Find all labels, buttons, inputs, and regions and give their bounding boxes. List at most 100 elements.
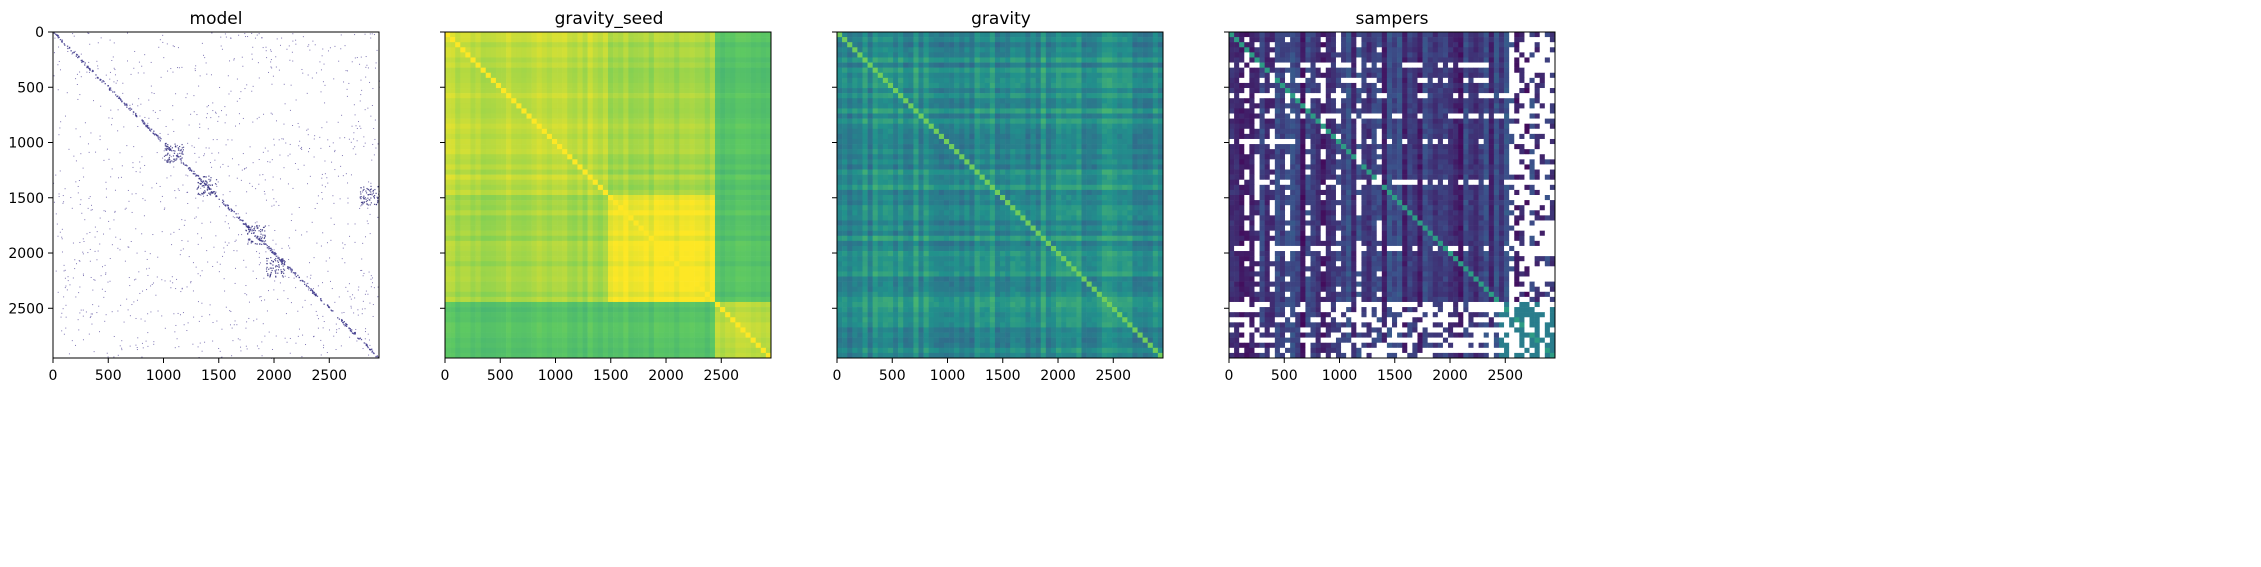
scatter-cell: [350, 296, 351, 297]
heatmap-cell: [725, 134, 730, 139]
scatter-cell: [175, 325, 176, 326]
heatmap-cell: [735, 200, 740, 205]
heatmap-cell: [613, 47, 618, 52]
cluster-cell: [278, 262, 279, 263]
heatmap-cell: [470, 159, 475, 164]
heatmap-cell: [608, 226, 613, 231]
heatmap-cell: [588, 129, 593, 134]
scatter-cell: [211, 33, 212, 34]
scatter-cell: [210, 222, 211, 223]
scatter-cell: [199, 127, 200, 128]
heatmap-cell: [695, 180, 700, 185]
scatter-cell: [221, 46, 222, 47]
scatter-cell: [266, 50, 267, 51]
heatmap-cell: [532, 139, 537, 144]
cluster-cell: [248, 227, 249, 228]
heatmap-cell: [496, 266, 501, 271]
heatmap-cell: [465, 256, 470, 261]
heatmap-cell: [511, 256, 516, 261]
heatmap-cell: [455, 68, 460, 73]
scatter-cell: [203, 155, 204, 156]
scatter-cell: [231, 139, 232, 140]
scatter-cell: [267, 161, 268, 162]
heatmap-cell: [715, 73, 720, 78]
heatmap-cell: [623, 256, 628, 261]
scatter-cell: [374, 154, 375, 155]
heatmap-cell: [710, 154, 715, 159]
heatmap-cell: [537, 52, 542, 57]
cluster-cell: [363, 186, 364, 187]
heatmap-cell: [501, 246, 506, 251]
heatmap-cell: [588, 124, 593, 129]
heatmap-cell: [496, 154, 501, 159]
heatmap-cell: [654, 108, 659, 113]
heatmap-cell: [593, 236, 598, 241]
heatmap-cell: [511, 68, 516, 73]
heatmap-cell: [557, 241, 562, 246]
heatmap-cell: [583, 139, 588, 144]
heatmap-cell: [684, 180, 689, 185]
heatmap-cell: [496, 114, 501, 119]
heatmap-cell: [679, 129, 684, 134]
heatmap-cell: [455, 159, 460, 164]
heatmap-cell: [603, 215, 608, 220]
heatmap-cell: [628, 154, 633, 159]
scatter-cell: [252, 229, 253, 230]
heatmap-cell: [690, 246, 695, 251]
heatmap-cell: [486, 124, 491, 129]
scatter-cell: [91, 277, 92, 278]
heatmap-cell: [705, 159, 710, 164]
heatmap-cell: [476, 32, 481, 37]
heatmap-cell: [476, 139, 481, 144]
heatmap-cell: [695, 154, 700, 159]
heatmap-cell: [598, 266, 603, 271]
scatter-cell: [360, 270, 361, 271]
heatmap-cell: [633, 144, 638, 149]
heatmap-cell: [644, 52, 649, 57]
heatmap-cell: [455, 144, 460, 149]
heatmap-cell: [654, 261, 659, 266]
heatmap-cell: [695, 185, 700, 190]
heatmap-cell: [654, 83, 659, 88]
heatmap-cell: [700, 195, 705, 200]
cluster-cell: [276, 265, 277, 266]
heatmap-cell: [542, 159, 547, 164]
heatmap-cell: [756, 205, 761, 210]
heatmap-cell: [527, 241, 532, 246]
cluster-cell: [172, 147, 173, 148]
heatmap-cell: [679, 241, 684, 246]
heatmap-cell: [476, 231, 481, 236]
heatmap-cell: [679, 149, 684, 154]
heatmap-cell: [730, 103, 735, 108]
scatter-cell: [370, 214, 371, 215]
heatmap-cell: [501, 47, 506, 52]
heatmap-cell: [521, 98, 526, 103]
heatmap-cell: [756, 271, 761, 276]
heatmap-cell: [491, 159, 496, 164]
heatmap-cell: [664, 261, 669, 266]
heatmap-cell: [633, 63, 638, 68]
heatmap-cell: [633, 190, 638, 195]
heatmap-cell: [460, 73, 465, 78]
heatmap-cell: [725, 241, 730, 246]
heatmap-cell: [644, 220, 649, 225]
scatter-cell: [260, 296, 261, 297]
heatmap-cell: [598, 180, 603, 185]
heatmap-cell: [521, 139, 526, 144]
heatmap-cell: [450, 144, 455, 149]
heatmap-cell: [511, 83, 516, 88]
heatmap-cell: [705, 180, 710, 185]
scatter-cell: [112, 168, 113, 169]
scatter-cell: [359, 126, 360, 127]
scatter-cell: [290, 154, 291, 155]
heatmap-cell: [583, 114, 588, 119]
heatmap-cell: [537, 277, 542, 282]
heatmap-cell: [720, 220, 725, 225]
heatmap-cell: [552, 37, 557, 42]
heatmap-cell: [735, 256, 740, 261]
heatmap-cell: [460, 42, 465, 47]
scatter-cell: [175, 197, 176, 198]
heatmap-cell: [679, 32, 684, 37]
scatter-cell: [347, 223, 348, 224]
scatter-cell: [358, 287, 359, 288]
